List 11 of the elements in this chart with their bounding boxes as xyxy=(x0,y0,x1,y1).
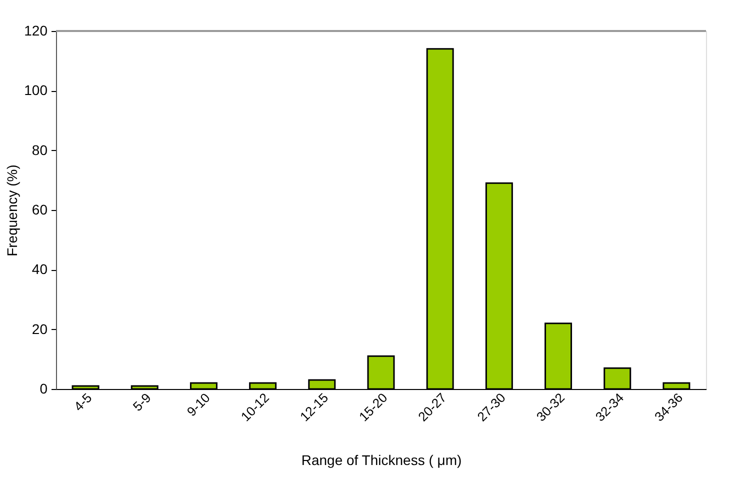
y-axis-title: Frequency (%) xyxy=(4,164,20,256)
y-tick-label: 80 xyxy=(32,142,48,158)
x-axis-title: Range of Thickness ( μm) xyxy=(301,452,462,468)
y-tick-label: 60 xyxy=(32,202,48,218)
y-tick-label: 20 xyxy=(32,320,48,337)
x-tick-label: 5-9 xyxy=(130,390,154,414)
y-tick-label: 40 xyxy=(32,261,48,278)
y-tick-label: 100 xyxy=(24,82,48,98)
x-tick-label: 4-5 xyxy=(70,390,95,414)
y-tick-label: 120 xyxy=(24,22,48,38)
y-tick-label: 0 xyxy=(40,380,48,396)
